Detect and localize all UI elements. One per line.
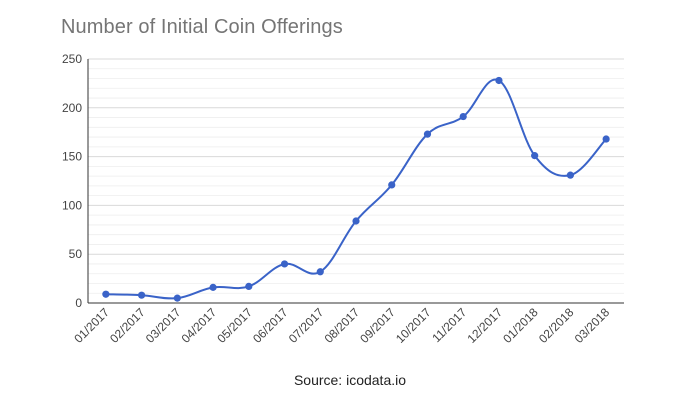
data-point (280, 260, 289, 268)
x-tick-label: 10/2017 (393, 305, 434, 346)
y-tick-label: 250 (62, 52, 82, 66)
y-tick-label: 150 (62, 150, 82, 164)
x-tick-label: 02/2018 (536, 305, 577, 346)
data-point (388, 181, 396, 189)
data-point (245, 282, 253, 291)
data-point (209, 283, 217, 291)
x-tick-label: 04/2017 (179, 305, 220, 346)
data-point (566, 171, 575, 179)
y-tick-label: 50 (69, 247, 83, 261)
data-point (602, 135, 610, 143)
series-layer (102, 76, 610, 302)
x-tick-label: 03/2018 (572, 305, 613, 346)
x-tick-label: 03/2017 (143, 305, 184, 346)
x-tick-label: 08/2017 (322, 305, 363, 346)
y-tick-label: 0 (75, 296, 82, 310)
x-tick-label: 05/2017 (214, 305, 255, 346)
x-tick-label: 01/2017 (71, 305, 112, 346)
data-point (173, 294, 181, 302)
chart-title: Number of Initial Coin Offerings (61, 16, 343, 38)
x-tick-label: 01/2018 (500, 305, 541, 346)
y-tick-label: 200 (62, 101, 82, 115)
source-note: Source: icodata.io (293, 372, 407, 388)
data-point (138, 291, 146, 299)
x-tick-label: 09/2017 (357, 305, 398, 346)
x-tick-label: 06/2017 (250, 305, 291, 346)
data-point (352, 217, 360, 225)
y-axis-ticks: 0 50 100 150 200 250 (62, 52, 82, 310)
x-tick-label: 02/2017 (107, 305, 148, 346)
x-tick-label: 12/2017 (464, 305, 505, 346)
x-tick-label: 07/2017 (286, 305, 327, 346)
grid-lines (87, 58, 624, 304)
y-tick-label: 100 (62, 198, 82, 212)
data-point (531, 152, 539, 160)
data-point (495, 76, 503, 85)
x-axis-ticks: 01/201702/201703/201704/201705/201706/20… (71, 305, 612, 346)
x-tick-label: 11/2017 (429, 305, 469, 345)
series-line (104, 78, 608, 300)
data-point (102, 290, 110, 298)
data-point (459, 112, 467, 121)
data-point (316, 268, 324, 276)
data-point (423, 130, 432, 138)
